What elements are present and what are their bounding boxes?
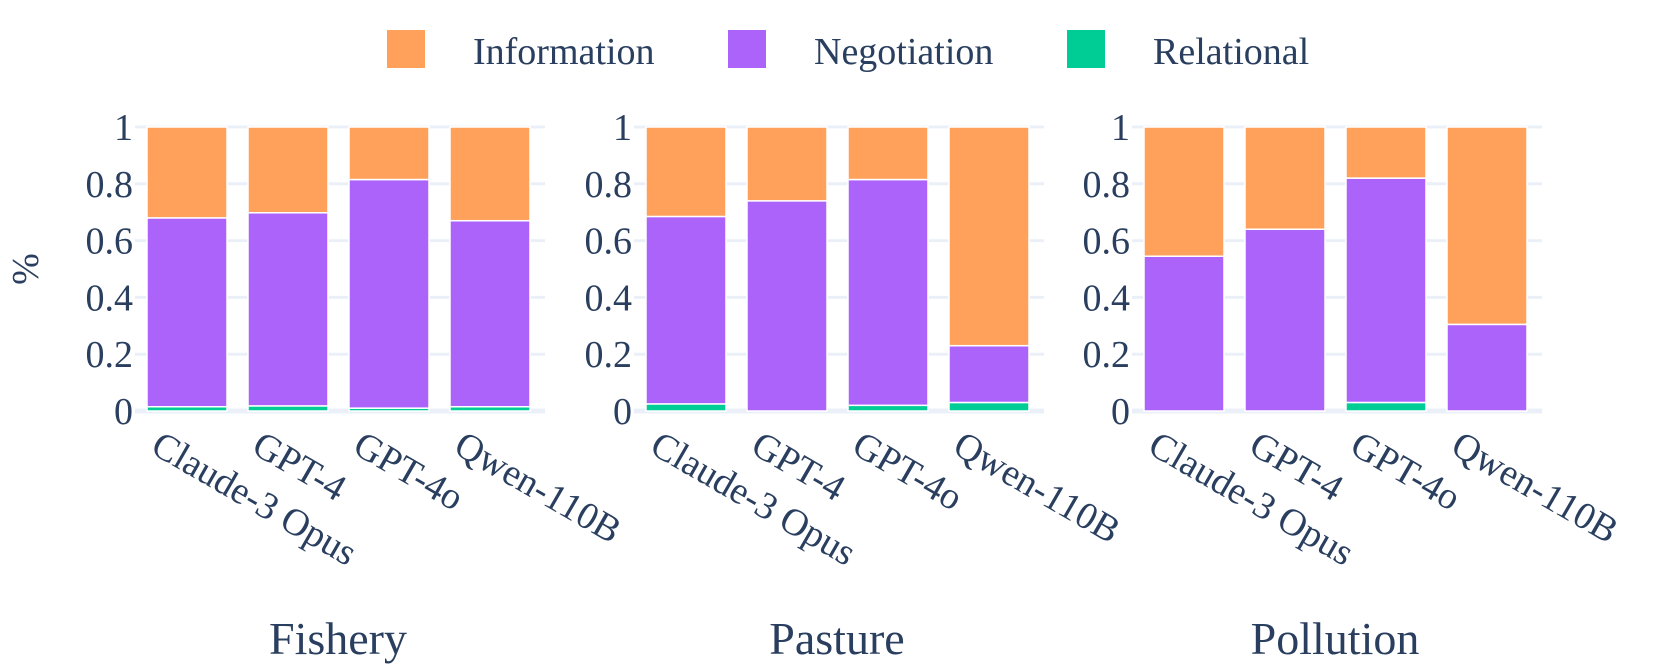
bar-pasture-qwen-110b-information xyxy=(948,126,1030,347)
legend-label-negotiation: Negotiation xyxy=(814,31,993,73)
x-tick-label-pollution-2: GPT-4o xyxy=(1344,423,1468,519)
panel-title-pasture: Pasture xyxy=(769,613,904,664)
legend-label-information: Information xyxy=(473,31,655,73)
legend-swatch-negotiation xyxy=(728,30,766,68)
y-tick-label-pollution-3: 0.6 xyxy=(1083,221,1131,263)
bar-fishery-gpt-4-information xyxy=(247,126,329,214)
bar-pollution-gpt-4o-information xyxy=(1345,126,1427,179)
bar-fishery-claude-3-opus-information xyxy=(146,126,228,219)
bar-pollution-gpt-4-negotiation xyxy=(1244,228,1326,412)
y-tick-label-pasture-2: 0.4 xyxy=(585,277,633,319)
x-tick-label-fishery-2: GPT-4o xyxy=(347,423,471,519)
y-tick-label-fishery-0: 0 xyxy=(114,391,133,433)
bar-pollution-claude-3-opus-negotiation xyxy=(1143,255,1225,412)
bar-pollution-gpt-4o-negotiation xyxy=(1345,177,1427,404)
bar-pollution-gpt-4-information xyxy=(1244,126,1326,230)
y-tick-label-pollution-5: 1 xyxy=(1111,107,1130,149)
y-tick-label-pasture-1: 0.2 xyxy=(585,334,633,376)
y-tick-label-fishery-2: 0.4 xyxy=(86,277,134,319)
bar-pasture-claude-3-opus-relational xyxy=(645,403,727,412)
bar-fishery-claude-3-opus-negotiation xyxy=(146,217,228,408)
y-tick-label-pollution-0: 0 xyxy=(1111,391,1130,433)
y-tick-label-pollution-4: 0.8 xyxy=(1083,164,1131,206)
bar-pasture-gpt-4-negotiation xyxy=(746,200,828,412)
bar-fishery-gpt-4-relational xyxy=(247,405,329,412)
bar-pollution-qwen-110b-information xyxy=(1446,126,1528,326)
bar-pasture-claude-3-opus-information xyxy=(645,126,727,218)
legend-swatch-relational xyxy=(1067,30,1105,68)
x-tick-label-pollution-3: Qwen-110B xyxy=(1445,423,1626,552)
y-tick-label-fishery-1: 0.2 xyxy=(86,334,134,376)
y-tick-label-fishery-3: 0.6 xyxy=(86,221,134,263)
bar-pasture-qwen-110b-negotiation xyxy=(948,344,1030,404)
bar-fishery-qwen-110b-negotiation xyxy=(449,219,531,408)
y-tick-label-fishery-4: 0.8 xyxy=(86,164,134,206)
bar-pasture-qwen-110b-relational xyxy=(948,401,1030,412)
y-tick-label-fishery-5: 1 xyxy=(114,107,133,149)
y-tick-label-pollution-2: 0.4 xyxy=(1083,277,1131,319)
bar-fishery-qwen-110b-information xyxy=(449,126,531,222)
x-tick-label-pasture-3: Qwen-110B xyxy=(947,423,1128,552)
bar-pasture-gpt-4o-negotiation xyxy=(847,178,929,407)
legend-label-relational: Relational xyxy=(1153,31,1309,73)
y-tick-label-pasture-3: 0.6 xyxy=(585,221,633,263)
bar-pasture-gpt-4o-information xyxy=(847,126,929,181)
bar-fishery-gpt-4o-information xyxy=(348,126,430,181)
legend-swatch-information xyxy=(387,30,425,68)
y-tick-label-pasture-4: 0.8 xyxy=(585,164,633,206)
bar-fishery-gpt-4o-negotiation xyxy=(348,178,430,409)
bar-pasture-gpt-4o-relational xyxy=(847,404,929,412)
bar-pasture-claude-3-opus-negotiation xyxy=(645,215,727,405)
x-tick-label-fishery-3: Qwen-110B xyxy=(448,423,629,552)
bar-pollution-claude-3-opus-information xyxy=(1143,126,1225,257)
y-tick-label-pasture-0: 0 xyxy=(613,391,632,433)
bar-pasture-gpt-4-information xyxy=(746,126,828,202)
panel-title-fishery: Fishery xyxy=(269,613,407,664)
y-axis-title: % xyxy=(5,253,47,285)
x-tick-label-pasture-2: GPT-4o xyxy=(846,423,970,519)
bar-pollution-qwen-110b-negotiation xyxy=(1446,323,1528,412)
bar-fishery-gpt-4-negotiation xyxy=(247,212,329,407)
y-tick-label-pollution-1: 0.2 xyxy=(1083,334,1131,376)
y-tick-label-pasture-5: 1 xyxy=(613,107,632,149)
panel-title-pollution: Pollution xyxy=(1251,613,1420,664)
bar-pollution-gpt-4o-relational xyxy=(1345,401,1427,412)
